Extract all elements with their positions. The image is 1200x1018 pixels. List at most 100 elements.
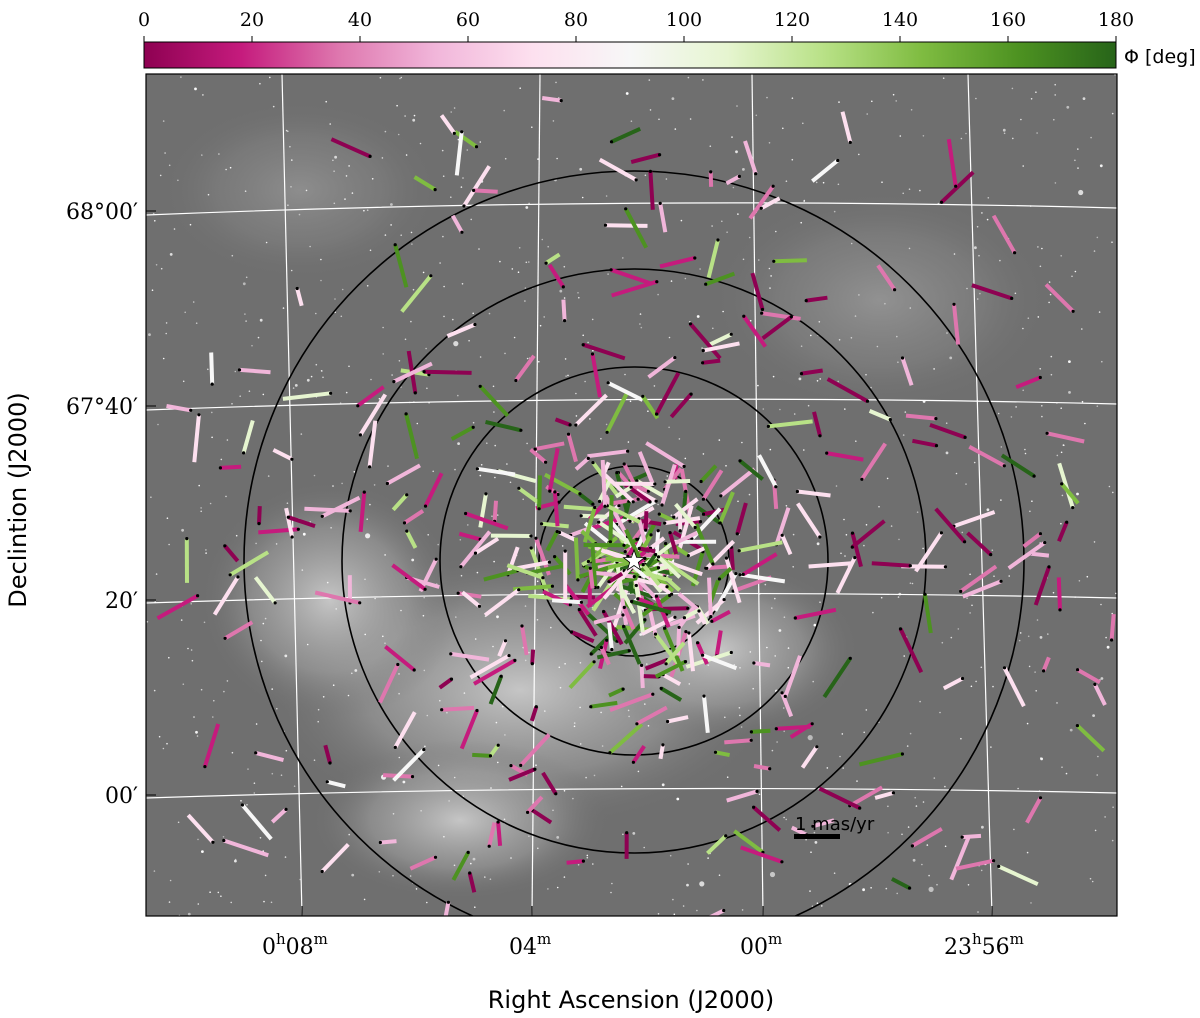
star-point bbox=[190, 649, 193, 651]
vector-origin bbox=[774, 485, 778, 489]
star-point bbox=[293, 785, 296, 787]
motion-vector bbox=[541, 521, 569, 529]
star-point bbox=[653, 385, 656, 387]
vector-origin bbox=[735, 532, 739, 536]
vector-origin bbox=[358, 433, 362, 437]
motion-vector bbox=[835, 556, 857, 594]
vector-origin bbox=[615, 471, 619, 475]
vector-origin bbox=[923, 592, 927, 596]
vector-origin bbox=[701, 497, 706, 501]
vector-origin bbox=[724, 834, 728, 838]
x-axis: 0h08m 04m 00m 23h56m Right Ascension (J2… bbox=[262, 906, 1024, 1014]
motion-vector bbox=[400, 274, 433, 313]
star-point bbox=[153, 870, 156, 872]
star-point bbox=[1115, 592, 1117, 595]
star-point bbox=[969, 612, 971, 614]
star-point bbox=[1056, 454, 1059, 457]
star-point bbox=[197, 903, 200, 905]
motion-vector bbox=[514, 354, 536, 382]
vector-origin bbox=[591, 502, 595, 506]
motion-vector bbox=[529, 447, 547, 464]
star-point bbox=[622, 257, 624, 259]
star-point bbox=[332, 684, 335, 686]
motion-vector bbox=[257, 506, 262, 524]
star-point bbox=[263, 900, 265, 903]
star-point bbox=[1054, 83, 1056, 86]
star-point bbox=[965, 483, 967, 485]
star-point bbox=[347, 694, 350, 697]
star-point bbox=[334, 298, 336, 300]
motion-vector bbox=[391, 493, 409, 512]
vector-origin bbox=[393, 243, 397, 247]
star-point bbox=[1060, 407, 1062, 410]
star-point bbox=[181, 528, 185, 532]
star-point bbox=[248, 390, 251, 393]
star-point bbox=[787, 647, 790, 649]
star-point bbox=[814, 841, 818, 844]
motion-vector bbox=[718, 566, 733, 581]
star-point bbox=[177, 179, 179, 182]
motion-vector bbox=[611, 279, 658, 298]
vector-origin bbox=[959, 589, 963, 594]
star-point bbox=[1010, 416, 1013, 418]
star-point bbox=[1078, 580, 1081, 582]
star-point bbox=[1018, 639, 1021, 642]
star-point bbox=[501, 705, 504, 708]
vector-origin bbox=[561, 285, 565, 289]
star-point bbox=[351, 873, 355, 877]
motion-vector bbox=[224, 620, 254, 641]
motion-vector bbox=[991, 214, 1017, 254]
motion-vector bbox=[968, 445, 1006, 468]
star-point bbox=[1036, 619, 1039, 621]
vector-origin bbox=[960, 835, 964, 839]
vector-origin bbox=[591, 461, 595, 465]
star-point bbox=[845, 534, 848, 536]
motion-vector bbox=[686, 632, 695, 672]
vector-origin bbox=[1075, 724, 1079, 728]
star-point bbox=[666, 475, 669, 477]
motion-vector bbox=[912, 438, 937, 448]
vector-origin bbox=[646, 489, 651, 493]
star-point bbox=[173, 228, 176, 230]
star-point bbox=[379, 76, 382, 79]
star-point bbox=[699, 268, 701, 270]
vector-origin bbox=[540, 522, 544, 526]
star-point bbox=[426, 714, 429, 717]
vector-origin bbox=[860, 477, 864, 481]
motion-vector bbox=[561, 299, 567, 321]
vector-origin bbox=[478, 384, 482, 388]
motion-vector bbox=[393, 361, 433, 384]
star-point bbox=[455, 616, 457, 618]
star-point bbox=[366, 209, 369, 211]
vector-origin bbox=[811, 824, 815, 828]
vector-origin bbox=[699, 479, 703, 484]
vector-origin bbox=[197, 413, 201, 417]
motion-vector bbox=[459, 709, 479, 750]
star-point bbox=[1031, 500, 1033, 503]
star-point bbox=[466, 149, 469, 151]
motion-vector bbox=[541, 96, 562, 103]
star-point bbox=[152, 212, 155, 215]
star-point bbox=[1052, 591, 1055, 594]
star-point bbox=[837, 380, 839, 383]
star-point bbox=[785, 180, 788, 182]
star-point bbox=[398, 360, 401, 362]
star-point bbox=[902, 434, 905, 436]
star-point bbox=[398, 673, 400, 675]
star-point bbox=[884, 302, 886, 305]
vector-origin bbox=[1071, 506, 1075, 510]
star-point bbox=[496, 514, 499, 516]
vector-origin bbox=[682, 464, 686, 468]
motion-vector bbox=[606, 504, 641, 524]
motion-vector bbox=[409, 855, 437, 871]
star-point bbox=[979, 292, 981, 295]
vector-origin bbox=[709, 170, 713, 174]
vector-origin bbox=[593, 505, 597, 510]
vector-origin bbox=[989, 553, 993, 557]
vector-origin bbox=[328, 761, 332, 765]
motion-vector bbox=[284, 507, 295, 538]
star-point bbox=[1068, 360, 1071, 363]
motion-vector bbox=[1000, 453, 1036, 478]
star-point bbox=[537, 847, 539, 850]
motion-vector bbox=[1022, 532, 1042, 549]
